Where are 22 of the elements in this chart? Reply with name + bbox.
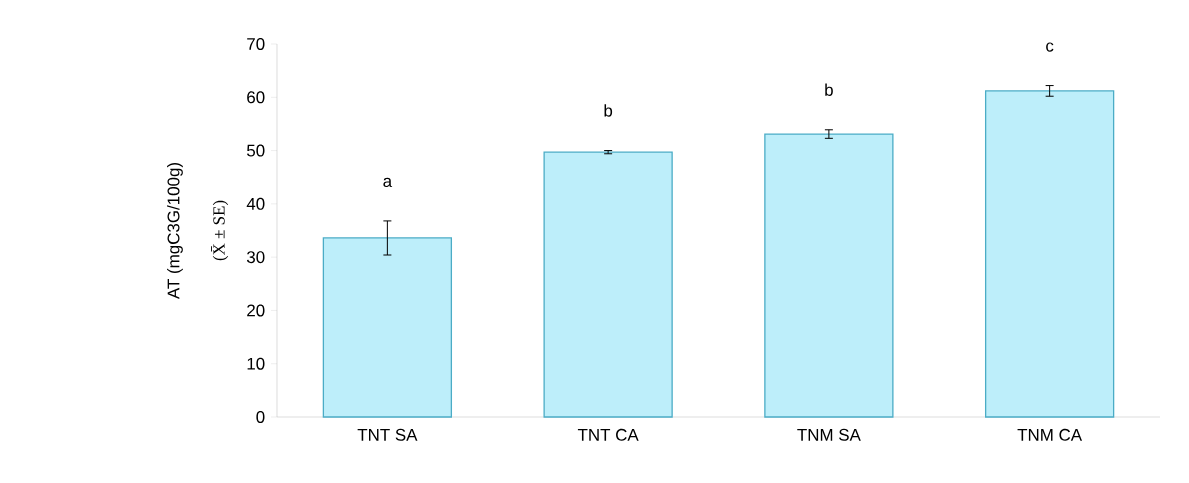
annotation: b [604,104,613,117]
bar [543,151,673,418]
x-tick-label: TNM CA [1017,428,1083,441]
y-tick-label: 10 [247,357,265,370]
annotation: b [825,83,833,96]
y-axis-title: AT (mgC3G/100g) [167,163,183,300]
y-tick-label: 40 [246,197,265,210]
annotation: c [1046,42,1054,52]
y-tick-label: 50 [246,144,265,157]
bar [764,133,894,418]
bar [984,90,1115,418]
annotation: a [383,177,393,188]
y-tick-label: 0 [256,411,265,423]
x-tick-label: TNT SA [357,428,418,441]
text: (X̄ ± SE) [211,200,229,261]
x-tick-label: TNT CA [577,428,639,441]
bar [322,237,453,418]
y-tick-label: 20 [247,304,265,317]
y-tick-label: 60 [247,91,265,104]
y-tick-label: 30 [246,251,265,264]
x-tick-label: TNM SA [797,428,861,441]
y-tick-label: 70 [247,38,265,50]
